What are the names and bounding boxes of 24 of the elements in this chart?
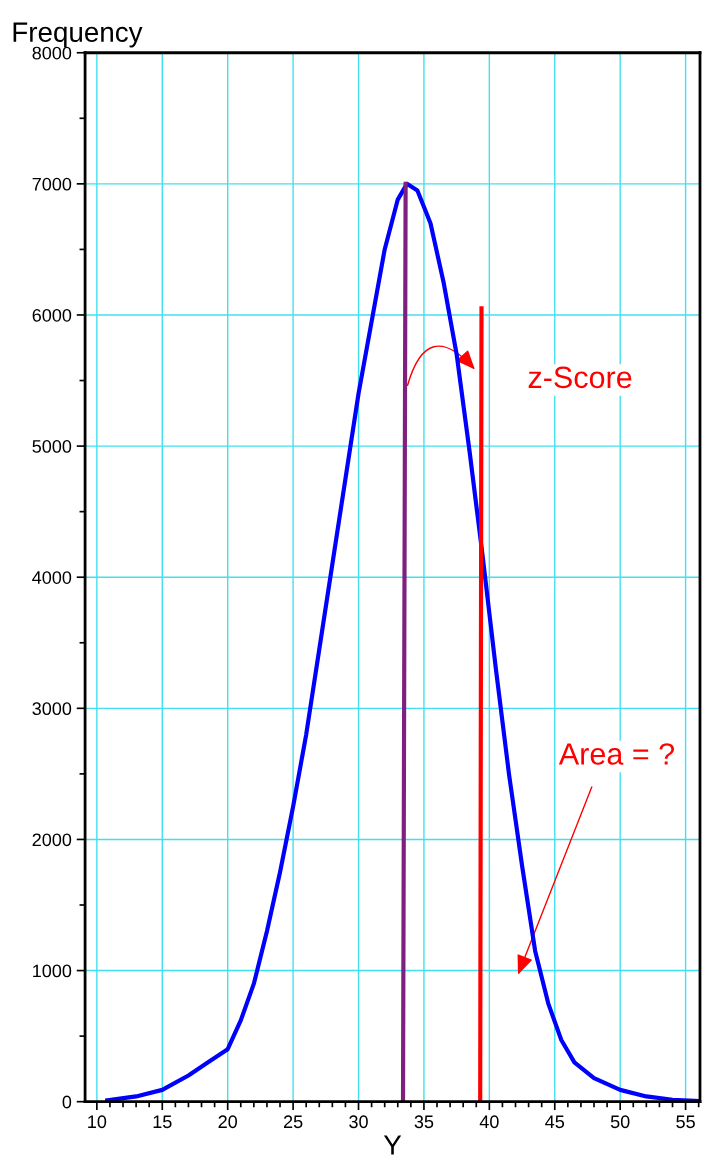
x-tick-label: 35 (414, 1115, 434, 1129)
y-tick-label: 5000 (32, 440, 72, 453)
x-tick-label: 20 (218, 1115, 238, 1129)
annotation: z-Score (528, 366, 632, 389)
y-tick-label: 1000 (33, 964, 72, 978)
y-tick-label: 2000 (32, 833, 72, 847)
y-tick-label: 4000 (32, 571, 72, 584)
y-tick-label: 8000 (32, 46, 72, 60)
x-tick-label: 10 (88, 1115, 107, 1129)
y-axis-title: Frequency (13, 22, 143, 48)
x-tick-label: 30 (349, 1115, 368, 1129)
line-series (105, 181, 700, 1102)
annotation: Area = ? (558, 743, 675, 765)
x-tick-label: 25 (283, 1115, 303, 1129)
y-tick-label: 7000 (32, 177, 72, 191)
x-tick-label: 15 (153, 1115, 172, 1129)
y-tick-label: 3000 (32, 702, 72, 716)
y-tick-label: 0 (62, 1095, 72, 1109)
x-axis-title: Y (383, 1135, 402, 1155)
x-tick-label: 45 (545, 1115, 565, 1129)
x-tick-label: 55 (676, 1115, 695, 1129)
y-tick-label: 6000 (32, 308, 72, 322)
x-tick-label: 40 (479, 1115, 499, 1129)
x-tick-label: 50 (610, 1115, 630, 1129)
